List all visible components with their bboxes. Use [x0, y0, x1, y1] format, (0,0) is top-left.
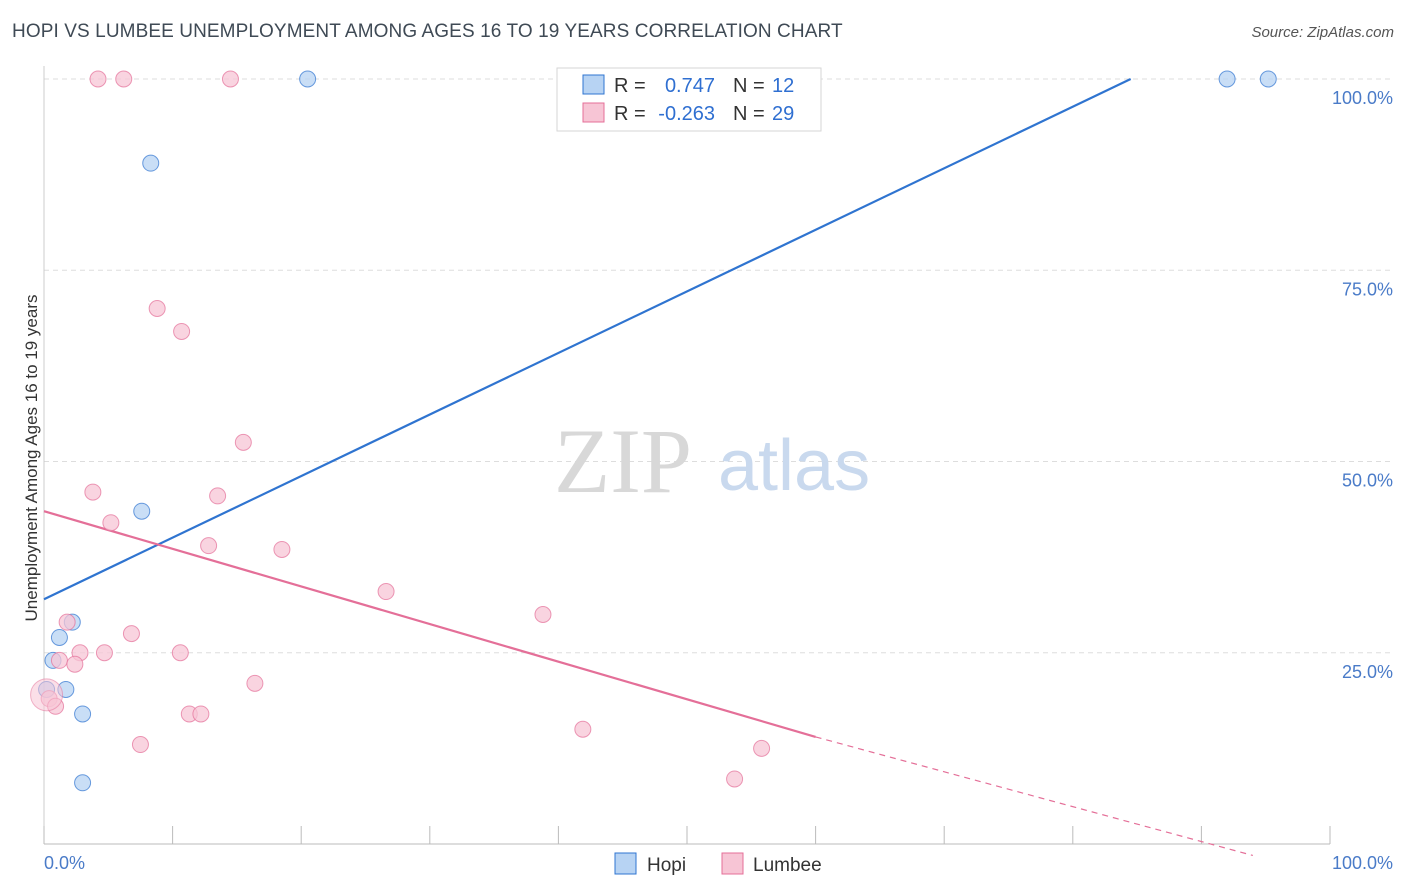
data-point-lumbee [115, 70, 133, 88]
grid-layer [44, 78, 1394, 654]
data-point-hopi [74, 705, 92, 723]
data-point-lumbee [192, 705, 210, 723]
data-point-hopi [142, 154, 160, 172]
data-point-lumbee [84, 483, 102, 501]
y-axis-title: Unemployment Among Ages 16 to 19 years [22, 295, 41, 622]
trendline-lumbee [43, 510, 816, 738]
trendline-hopi [43, 78, 1132, 601]
correlation-legend: R = 0.747 N = 12 R = -0.263 N = 29 [556, 67, 822, 132]
data-point-hopi [1218, 70, 1236, 88]
data-point-lumbee [273, 540, 291, 558]
data-point-lumbee [753, 739, 771, 757]
data-point-lumbee [131, 736, 149, 754]
data-point-hopi [299, 70, 317, 88]
data-point-lumbee [726, 770, 744, 788]
legend-lumbee-n-label: N = [733, 103, 765, 125]
x-tick-label: 0.0% [44, 853, 85, 873]
data-point-lumbee [221, 70, 239, 88]
legend-hopi-r-value: 0.747 [665, 75, 715, 97]
data-point-lumbee [58, 613, 76, 631]
watermark-zip: ZIP [554, 410, 692, 512]
data-point-lumbee [246, 674, 264, 692]
data-point-lumbee [102, 514, 120, 532]
data-point-lumbee [122, 625, 140, 643]
series-legend-swatch-hopi [614, 852, 637, 875]
data-point-lumbee [173, 322, 191, 340]
data-point-lumbee [50, 651, 68, 669]
legend-lumbee-n-value: 29 [772, 103, 794, 125]
legend-hopi-r-label: R = [614, 75, 646, 97]
x-tick-label: 100.0% [1332, 853, 1393, 873]
legend-hopi-n-label: N = [733, 75, 765, 97]
data-point-lumbee [66, 655, 84, 673]
data-point-lumbee [89, 70, 107, 88]
y-tick-label: 50.0% [1342, 471, 1393, 491]
legend-swatch-hopi [582, 74, 605, 95]
series-legend-label-hopi: Hopi [647, 855, 686, 876]
data-point-hopi [133, 502, 151, 520]
points-layer [30, 70, 1277, 792]
data-point-hopi [1259, 70, 1277, 88]
data-point-lumbee [95, 644, 113, 662]
data-point-hopi [74, 774, 92, 792]
chart-title: HOPI VS LUMBEE UNEMPLOYMENT AMONG AGES 1… [12, 21, 843, 42]
data-point-hopi [50, 628, 68, 646]
data-point-lumbee [200, 537, 218, 555]
source-credit: Source: ZipAtlas.com [1251, 24, 1394, 41]
y-tick-label: 25.0% [1342, 662, 1393, 682]
data-point-cluster [30, 678, 64, 712]
data-point-lumbee [148, 300, 166, 317]
axes-layer: 25.0% 50.0% 75.0% 100.0% 0.0% 100.0% [43, 66, 1393, 873]
series-legend-swatch-lumbee [721, 852, 744, 875]
y-tick-label: 75.0% [1342, 279, 1393, 299]
legend-lumbee-r-label: R = [614, 103, 646, 125]
y-tick-label: 100.0% [1332, 88, 1393, 108]
series-legend-label-lumbee: Lumbee [753, 855, 822, 876]
data-point-lumbee [234, 433, 252, 451]
data-point-lumbee [534, 606, 552, 623]
legend-hopi-n-value: 12 [772, 75, 794, 97]
legend-swatch-lumbee [582, 102, 605, 123]
trend-layer [43, 78, 1253, 857]
trendline-extension-lumbee [815, 736, 1253, 857]
watermark: ZIP atlas [554, 410, 870, 512]
legend-lumbee-r-value: -0.263 [658, 103, 715, 125]
series-legend: Hopi Lumbee [614, 852, 822, 876]
data-point-lumbee [171, 644, 189, 662]
data-point-lumbee [377, 583, 395, 601]
data-point-lumbee [209, 487, 227, 505]
data-point-lumbee [574, 720, 592, 738]
watermark-atlas: atlas [718, 426, 870, 506]
